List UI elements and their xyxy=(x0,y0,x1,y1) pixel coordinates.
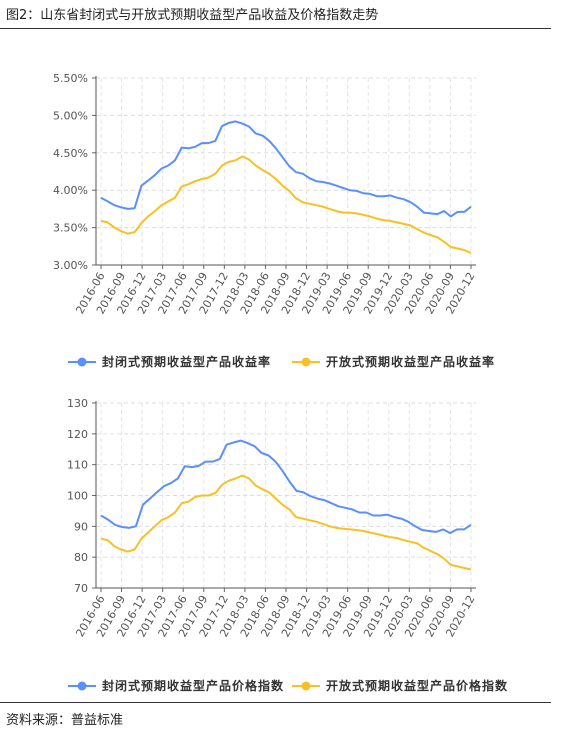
y-tick-label: 100 xyxy=(67,490,88,503)
source-note: 资料来源：普益标准 xyxy=(6,713,124,728)
yield-line-chart: 3.00%3.50%4.00%4.50%5.00%5.50%2016-06201… xyxy=(53,72,495,369)
legend-swatch-dot xyxy=(77,681,87,691)
y-tick-label: 4.50% xyxy=(53,147,88,160)
y-tick-label: 130 xyxy=(67,397,88,410)
series-line-0 xyxy=(100,439,472,535)
price-index-line-chart: 7080901001101201302016-062016-092016-122… xyxy=(67,397,508,693)
y-tick-label: 110 xyxy=(67,459,88,472)
legend-label: 开放式预期收益型产品收益率 xyxy=(326,354,495,369)
y-tick-label: 120 xyxy=(67,428,88,441)
series-line-1 xyxy=(100,155,472,254)
series-line-0 xyxy=(100,120,472,218)
y-tick-label: 5.00% xyxy=(53,109,88,122)
legend-swatch-dot xyxy=(301,357,311,367)
y-tick-label: 4.00% xyxy=(53,184,88,197)
y-tick-label: 5.50% xyxy=(53,72,88,85)
legend-label: 封闭式预期收益型产品收益率 xyxy=(102,354,271,369)
legend-swatch-dot xyxy=(77,357,87,367)
top-rule xyxy=(0,28,551,29)
legend-label: 封闭式预期收益型产品价格指数 xyxy=(102,678,284,693)
figure-title: 图2：山东省封闭式与开放式预期收益型产品收益及价格指数走势 xyxy=(6,8,379,23)
y-tick-label: 3.50% xyxy=(53,222,88,235)
bottom-rule xyxy=(0,702,551,703)
legend-swatch-dot xyxy=(301,681,311,691)
series-line-1 xyxy=(100,474,472,571)
y-tick-label: 3.00% xyxy=(53,259,88,272)
y-tick-label: 70 xyxy=(74,582,88,595)
y-tick-label: 80 xyxy=(74,551,88,564)
legend-label: 开放式预期收益型产品价格指数 xyxy=(326,678,508,693)
y-tick-label: 90 xyxy=(74,520,88,533)
